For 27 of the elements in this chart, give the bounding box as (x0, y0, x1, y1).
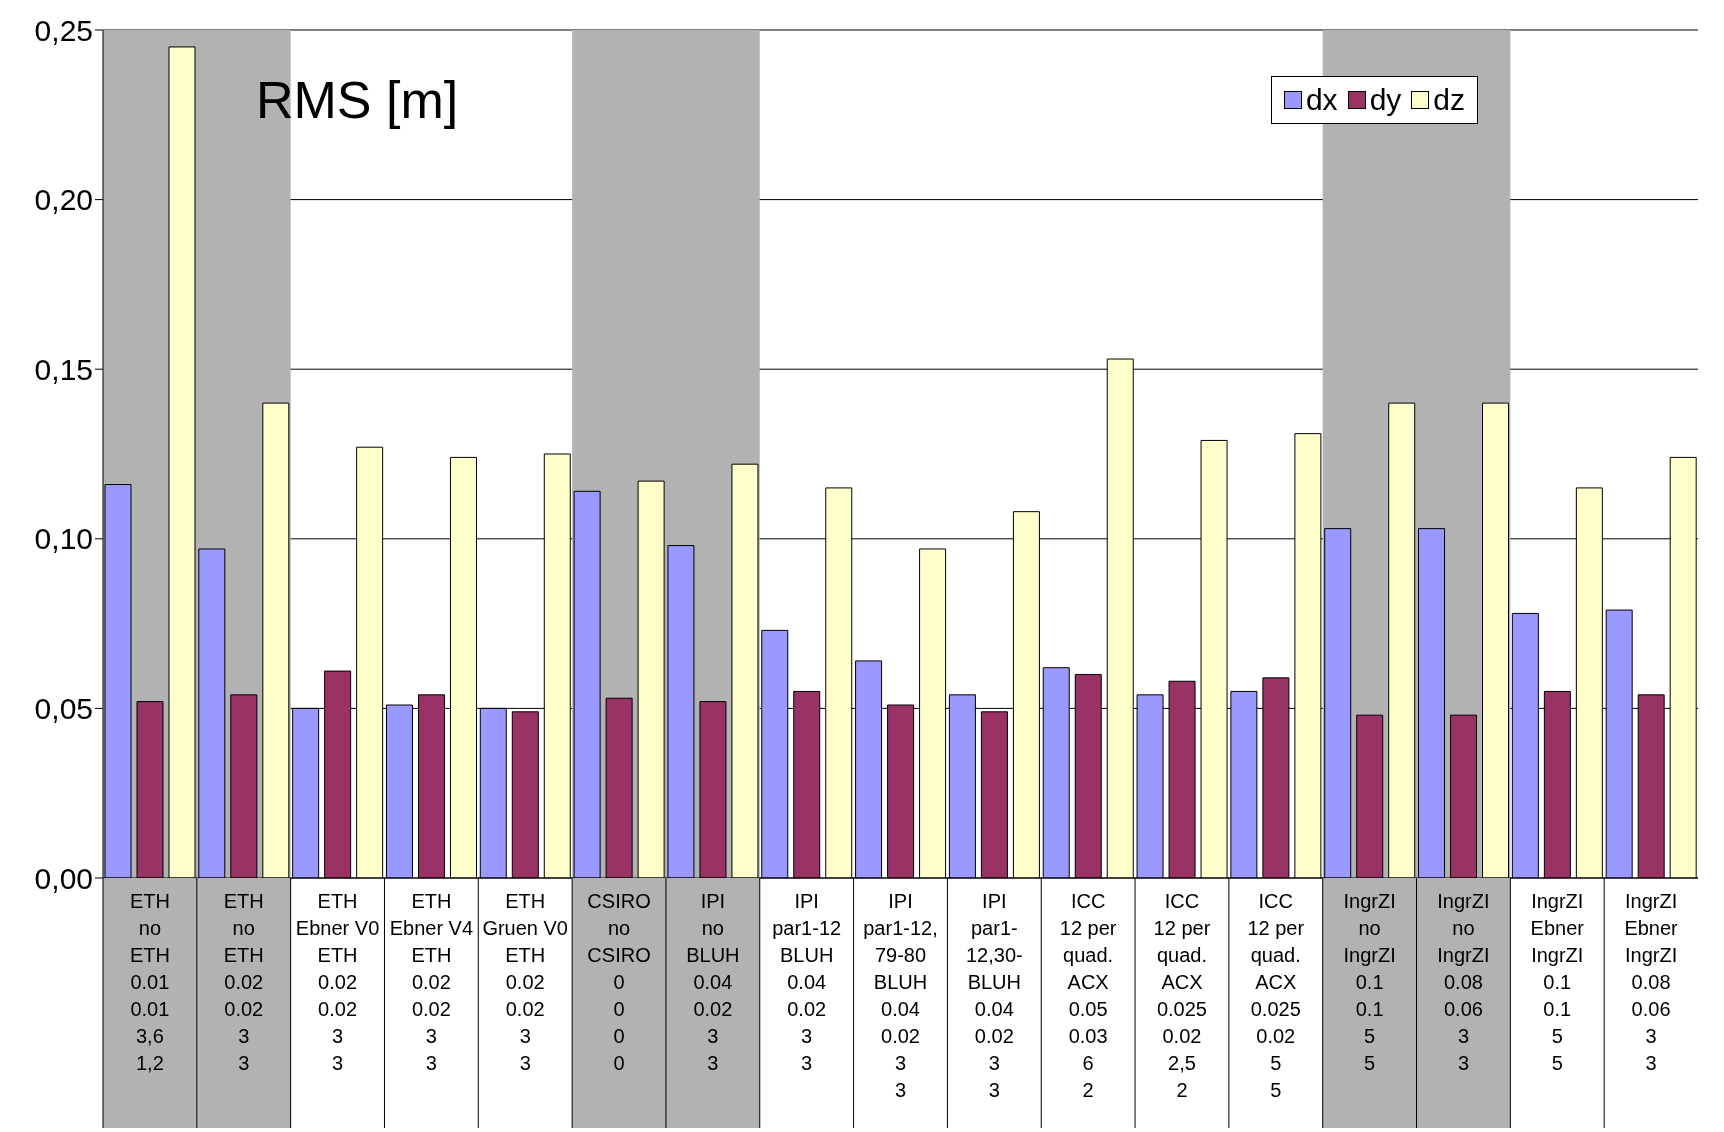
y-tick-label: 0,00 (34, 861, 93, 895)
legend-label: dz (1433, 83, 1465, 117)
y-tick-label: 0,05 (34, 692, 93, 726)
y-tick-label: 0,25 (34, 13, 93, 47)
x-tick-label: ETH Ebner V4 ETH 0.02 0.02 3 3 (389, 890, 474, 1074)
x-tick-label: ETH Gruen V0 ETH 0.02 0.02 3 3 (482, 890, 569, 1074)
y-tick-label: 0,10 (34, 522, 93, 556)
x-tick-label: IPI par1-12,30- BLUH 0.04 0.02 3 3 (965, 890, 1023, 1101)
x-tick-label: IngrZI Ebner IngrZI 0.1 0.1 5 5 (1530, 890, 1585, 1074)
legend-label: dy (1369, 83, 1402, 117)
x-tick-label: ICC 12 per quad. ACX 0.025 0.02 5 5 (1247, 890, 1305, 1101)
legend-label: dx (1305, 83, 1338, 117)
x-tick-label: IPI no BLUH 0.04 0.02 3 3 (686, 890, 740, 1074)
y-tick-label: 0,15 (34, 352, 93, 386)
x-tick-label: ETH no ETH 0.02 0.02 3 3 (223, 890, 264, 1074)
x-tick-label: IPI par1-12, 79-80 BLUH 0.04 0.02 3 3 (863, 890, 938, 1101)
y-tick-label: 0,20 (34, 183, 93, 217)
text: RMS [m] (256, 70, 459, 130)
x-tick-label: IngrZI no IngrZI 0.08 0.06 3 3 (1437, 890, 1490, 1074)
x-tick-label: IPI par1-12 BLUH 0.04 0.02 3 3 (772, 890, 842, 1074)
x-tick-label: IngrZI no IngrZI 0.1 0.1 5 5 (1343, 890, 1396, 1074)
x-tick-label: ETH Ebner V0 ETH 0.02 0.02 3 3 (295, 890, 380, 1074)
x-tick-label: IngrZI Ebner IngrZI 0.08 0.06 3 3 (1624, 890, 1679, 1074)
x-tick-label: ETH no ETH 0.01 0.01 3,6 1,2 (129, 890, 170, 1074)
x-tick-label: CSIRO no CSIRO 0 0 0 0 (587, 890, 651, 1074)
x-tick-label: ICC 12 per quad. ACX 0.025 0.02 2,5 2 (1153, 890, 1211, 1101)
x-tick-label: ICC 12 per quad. ACX 0.05 0.03 6 2 (1059, 890, 1117, 1101)
